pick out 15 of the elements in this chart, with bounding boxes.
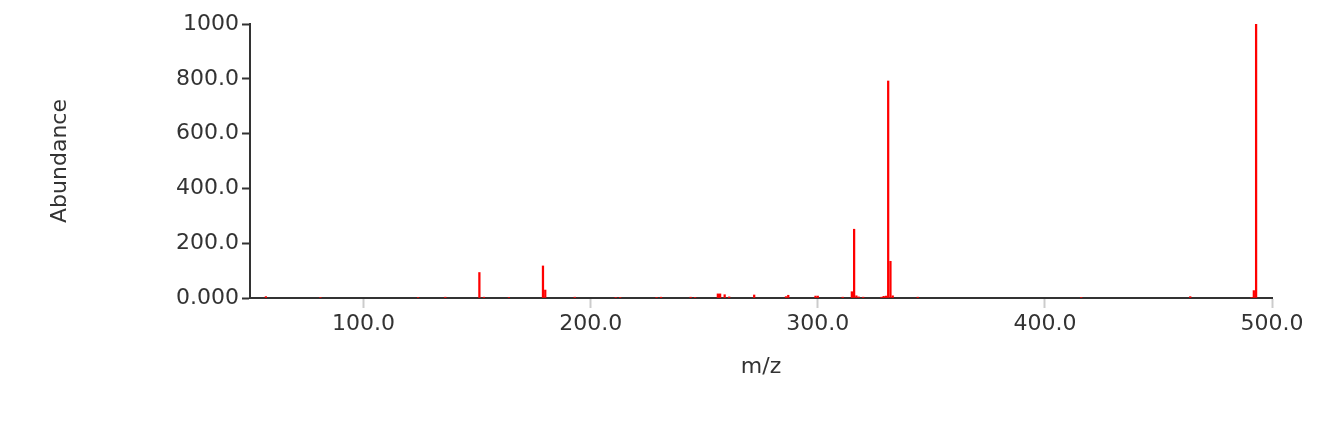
x-tick-label: 100.0 bbox=[332, 309, 396, 335]
y-tick-label: 800.0 bbox=[176, 64, 239, 90]
y-axis-title: Abundance bbox=[45, 99, 71, 223]
y-tick-label: 600.0 bbox=[176, 119, 239, 145]
bar bbox=[478, 272, 481, 298]
y-tick-label: 200.0 bbox=[176, 228, 239, 254]
x-tick-label: 500.0 bbox=[1240, 309, 1304, 335]
x-tick-label: 400.0 bbox=[1013, 309, 1077, 335]
y-tick-label: 0.000 bbox=[176, 283, 239, 309]
x-tick-label: 300.0 bbox=[786, 309, 850, 335]
x-axis-title: m/z bbox=[740, 352, 782, 378]
y-tick-label: 400.0 bbox=[176, 174, 239, 200]
y-tick-label: 1000 bbox=[183, 9, 239, 35]
bar bbox=[723, 294, 726, 298]
x-tick-label: 200.0 bbox=[559, 309, 623, 335]
